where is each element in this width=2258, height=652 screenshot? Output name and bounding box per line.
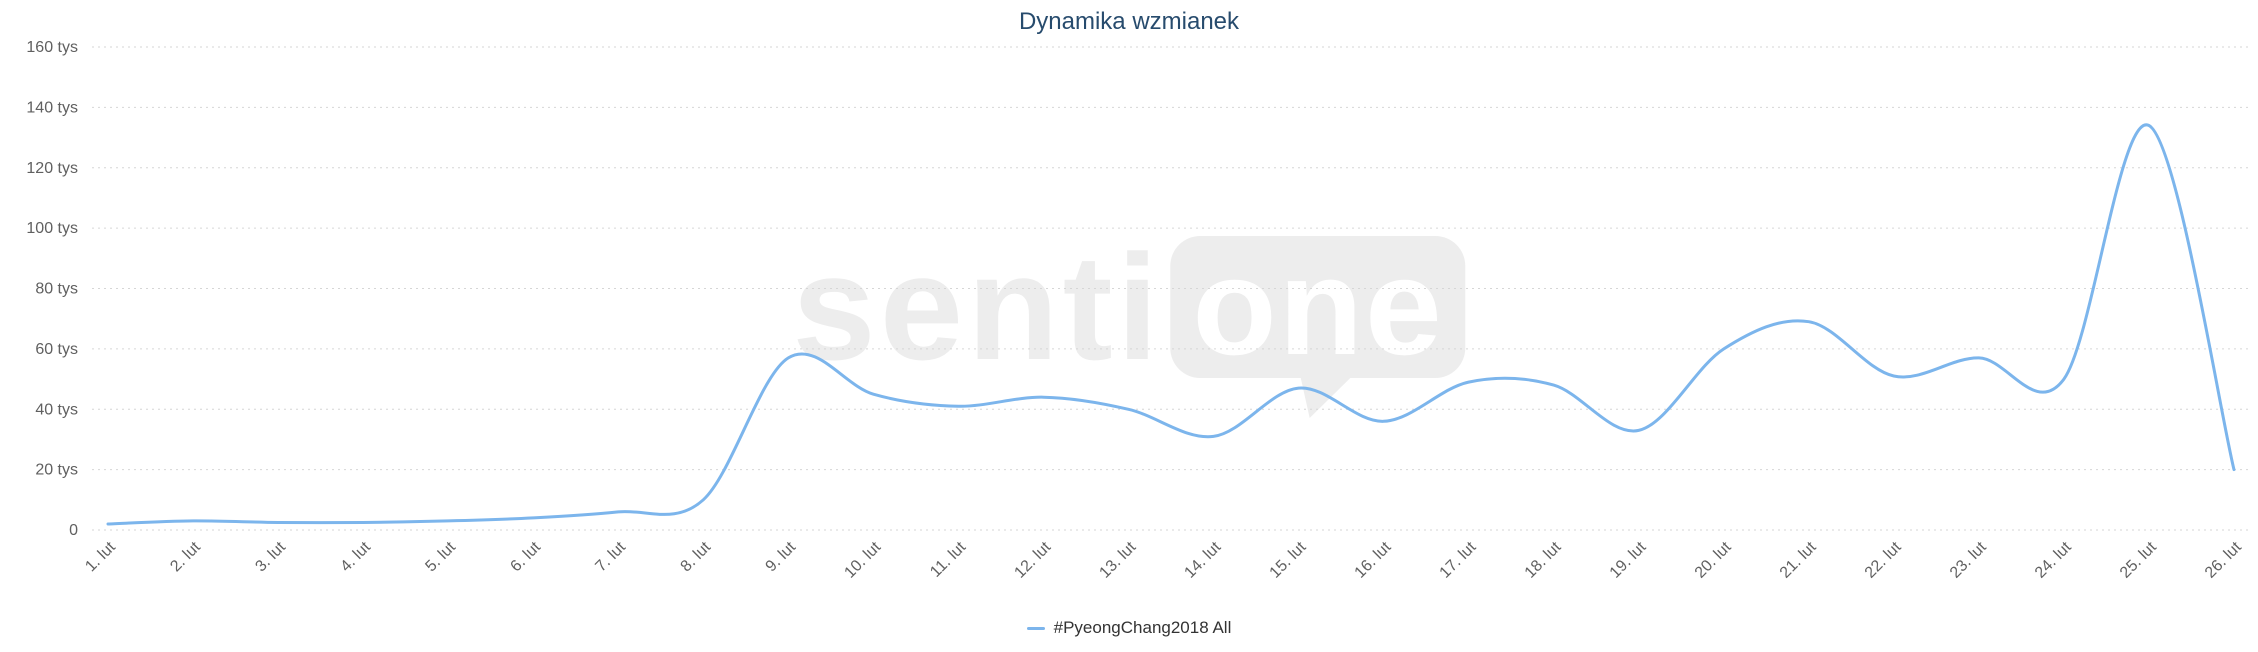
x-axis-label: 20. lut — [1692, 538, 1735, 581]
x-axis-label: 8. lut — [678, 538, 715, 575]
x-axis-label: 2. lut — [167, 538, 204, 575]
x-axis-label: 6. lut — [507, 538, 544, 575]
watermark-speech-bubble: one — [1170, 230, 1466, 418]
watermark-text-senti: senti — [792, 223, 1163, 391]
x-axis-label: 12. lut — [1011, 538, 1054, 581]
x-axis-label: 7. lut — [592, 538, 629, 575]
x-axis-label: 16. lut — [1352, 538, 1395, 581]
x-axis-label: 13. lut — [1096, 538, 1139, 581]
legend-label: #PyeongChang2018 All — [1053, 618, 1232, 637]
x-axis-label: 23. lut — [1947, 538, 1990, 581]
x-axis-label: 11. lut — [927, 538, 969, 580]
x-axis-label: 15. lut — [1267, 538, 1310, 581]
x-axis-label: 5. lut — [422, 538, 459, 575]
y-axis-label: 140 tys — [26, 99, 78, 116]
x-axis-label: 26. lut — [2202, 538, 2245, 581]
y-axis-label: 60 tys — [35, 341, 78, 358]
sentione-watermark: senti one — [792, 223, 1466, 418]
x-axis-label: 21. lut — [1777, 538, 1820, 581]
x-axis-label: 10. lut — [841, 538, 884, 581]
y-axis-label: 160 tys — [26, 39, 78, 56]
y-axis-label: 40 tys — [35, 401, 78, 418]
x-axis-label: 1. lut — [82, 538, 119, 575]
x-axis-label: 14. lut — [1181, 538, 1224, 581]
chart-title: Dynamika wzmianek — [1018, 8, 1240, 35]
legend-line-marker-icon — [1026, 626, 1045, 630]
watermark-text-one: one — [1192, 230, 1444, 384]
legend: #PyeongChang2018 All — [0, 617, 2258, 639]
series-line[interactable] — [106, 123, 2236, 526]
x-axis-label: 19. lut — [1607, 538, 1650, 581]
x-axis-label: 3. lut — [252, 538, 289, 575]
x-axis-label: 24. lut — [2032, 538, 2075, 581]
x-axis-label: 25. lut — [2117, 538, 2160, 581]
y-axis-label: 100 tys — [26, 220, 78, 237]
y-axis-label: 20 tys — [35, 462, 78, 479]
y-axis-label: 0 — [69, 522, 78, 539]
x-axis-label: 17. lut — [1437, 538, 1480, 581]
x-axis-label: 9. lut — [763, 538, 800, 575]
x-axis-label: 4. lut — [337, 538, 374, 575]
y-axis-label: 120 tys — [26, 160, 78, 177]
x-axis-label: 18. lut — [1522, 538, 1565, 581]
legend-item-pyeongchang2018[interactable]: #PyeongChang2018 All — [1026, 618, 1232, 638]
x-axis-label: 22. lut — [1862, 538, 1905, 581]
y-axis-label: 80 tys — [35, 281, 78, 298]
